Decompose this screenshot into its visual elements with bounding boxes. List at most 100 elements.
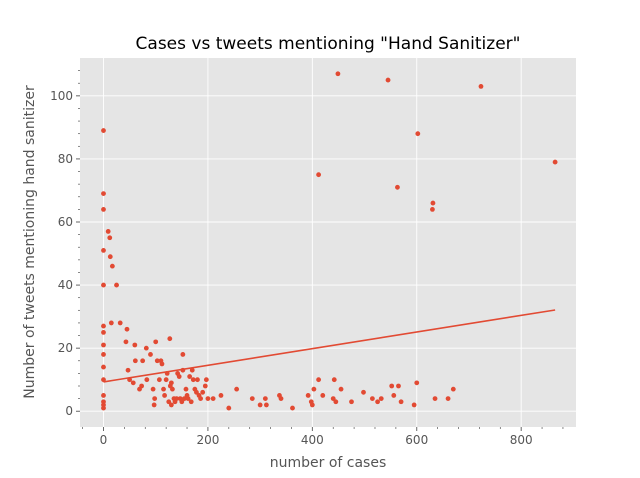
data-point <box>290 405 295 411</box>
data-point <box>218 393 224 398</box>
x-tick-label: 600 <box>405 433 428 447</box>
data-point <box>361 389 366 395</box>
data-point <box>203 377 209 383</box>
x-axis-label: number of cases <box>270 455 387 471</box>
data-point <box>320 393 326 398</box>
grid-lines <box>80 58 576 427</box>
y-axis-label: Number of tweets mentioning hand sanitiz… <box>22 85 38 399</box>
data-point <box>187 374 193 379</box>
data-point <box>432 396 438 402</box>
data-point <box>159 361 165 367</box>
data-point <box>132 342 138 348</box>
data-point <box>107 254 113 260</box>
data-point <box>189 367 195 373</box>
data-point <box>180 352 186 357</box>
data-point <box>202 383 208 389</box>
data-point <box>333 399 339 405</box>
data-point <box>105 229 111 234</box>
data-point <box>338 386 344 392</box>
data-point <box>200 389 206 395</box>
data-point <box>143 345 149 351</box>
data-point <box>176 374 182 379</box>
data-point <box>124 326 130 332</box>
x-tick-label: 200 <box>196 433 219 447</box>
data-point <box>123 339 129 345</box>
y-tick-label: 0 <box>65 404 73 418</box>
data-point <box>150 386 156 392</box>
data-point <box>153 339 159 345</box>
x-tick-label: 0 <box>100 433 108 447</box>
data-point <box>101 405 106 411</box>
data-point <box>139 383 145 389</box>
data-point <box>335 71 341 77</box>
data-point <box>132 358 138 364</box>
data-point <box>398 399 404 405</box>
data-point <box>185 396 191 402</box>
data-point <box>154 358 160 364</box>
data-point <box>127 377 132 383</box>
data-point <box>179 399 185 405</box>
data-point <box>369 396 375 402</box>
x-tick-label: 800 <box>510 433 533 447</box>
data-point <box>101 393 106 398</box>
data-point <box>305 393 311 398</box>
y-tick-label: 60 <box>58 215 73 229</box>
data-point <box>257 402 263 408</box>
data-point <box>450 386 456 392</box>
data-point <box>101 247 106 253</box>
data-point <box>391 393 397 398</box>
data-point <box>263 402 269 408</box>
data-point <box>164 370 170 376</box>
y-tick-label: 40 <box>58 278 73 292</box>
data-point <box>309 402 315 408</box>
data-point <box>331 377 337 383</box>
data-point <box>117 320 123 326</box>
data-point <box>378 396 384 402</box>
data-point <box>109 263 115 269</box>
data-point <box>190 377 196 383</box>
data-points <box>101 71 558 411</box>
data-point <box>385 77 391 83</box>
data-point <box>108 320 114 326</box>
data-point <box>174 396 179 402</box>
data-point <box>152 396 158 402</box>
data-point <box>316 172 322 178</box>
data-point <box>130 380 136 386</box>
data-point <box>188 399 194 405</box>
data-point <box>478 83 484 89</box>
y-tick-label: 100 <box>50 89 73 103</box>
data-point <box>414 380 420 386</box>
data-point <box>101 282 106 288</box>
data-point <box>411 402 417 408</box>
data-point <box>349 399 354 405</box>
trend-line-group <box>103 309 556 383</box>
data-point <box>161 386 166 392</box>
data-point <box>101 191 106 197</box>
data-point <box>262 396 268 402</box>
data-point <box>114 282 119 288</box>
plot-background <box>80 58 576 427</box>
data-point <box>552 159 558 165</box>
data-point <box>156 377 162 383</box>
data-point <box>396 383 401 389</box>
data-point <box>330 396 336 402</box>
data-point <box>148 352 153 357</box>
data-point <box>183 386 189 392</box>
data-point <box>125 367 131 373</box>
data-point <box>234 386 240 392</box>
data-point <box>226 405 232 411</box>
chart-title: Cases vs tweets mentioning "Hand Sanitiz… <box>136 34 521 54</box>
trend-line <box>103 309 556 383</box>
data-point <box>101 352 106 357</box>
data-point <box>430 200 436 206</box>
data-point <box>415 131 421 137</box>
data-point <box>101 206 106 212</box>
data-point <box>249 396 255 402</box>
data-point <box>107 235 113 241</box>
data-point <box>162 393 167 398</box>
data-point <box>316 377 322 383</box>
data-point <box>167 336 173 342</box>
data-point <box>101 329 106 335</box>
data-point <box>166 399 172 405</box>
